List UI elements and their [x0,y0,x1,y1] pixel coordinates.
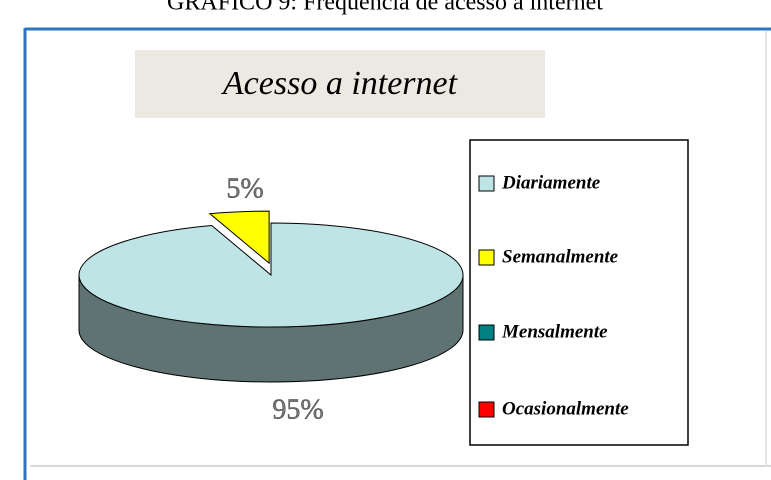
legend-label: Mensalmente [501,321,608,342]
legend-swatch [478,324,495,341]
legend-label: Semanalmente [502,246,619,267]
legend-swatch [478,401,495,418]
caption: GRÁFICO 9: Frequência de acesso à intern… [167,0,603,16]
data-label: 95% [272,394,323,425]
legend-label: Ocasionalmente [502,398,629,419]
chart-title: Acesso a internet [221,65,459,102]
title-box [135,50,545,118]
legend-swatch [478,175,495,192]
legend-label: Diariamente [501,172,601,193]
legend-swatch [478,249,495,266]
legend-box [469,139,689,446]
data-label: 5% [226,173,263,204]
pie-slice [208,210,270,265]
pie-slice [78,222,464,328]
